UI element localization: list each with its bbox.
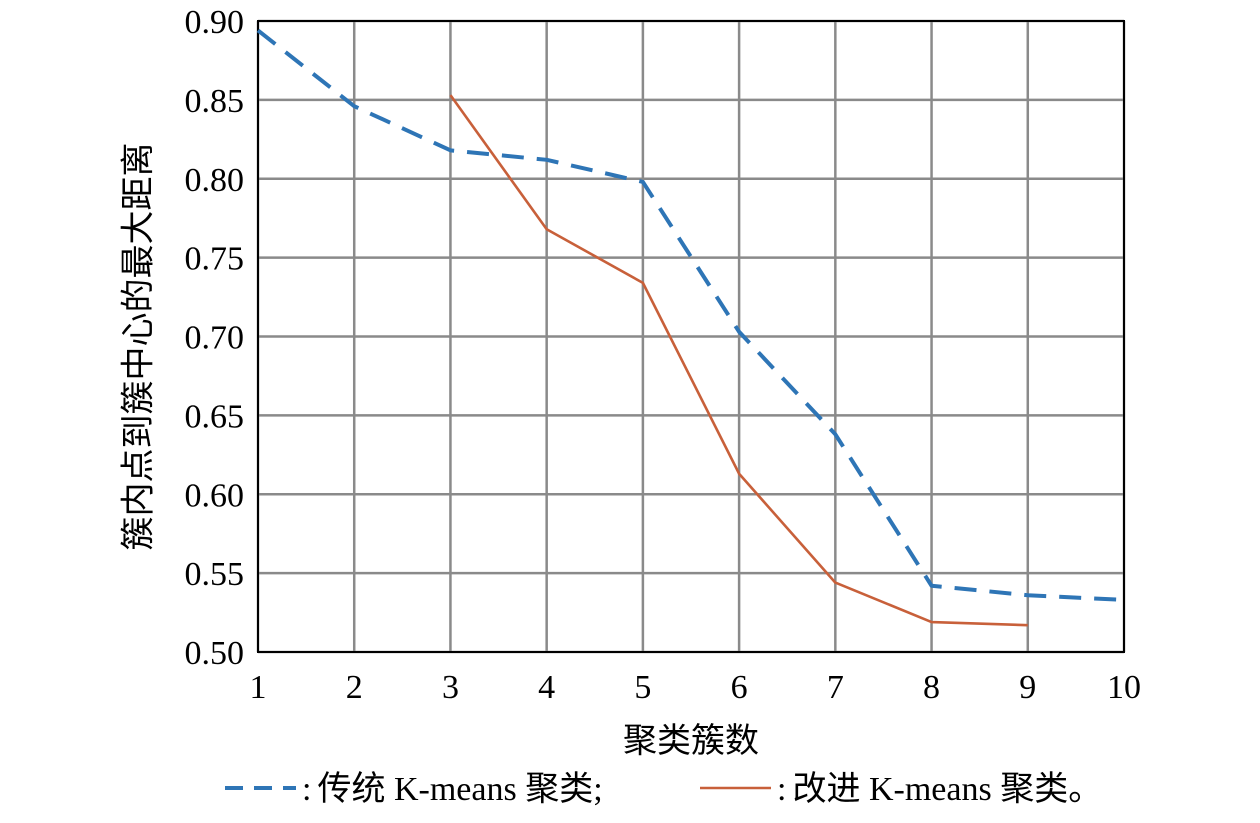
x-tick-label: 7 xyxy=(827,669,844,706)
y-tick-label: 0.85 xyxy=(185,83,245,120)
plot-frame xyxy=(257,20,1125,653)
x-tick-label: 1 xyxy=(250,669,267,706)
legend-series-name: 传统 K-means 聚类; xyxy=(317,770,602,808)
improved-kmeans-line xyxy=(449,94,1028,627)
x-tick-label: 9 xyxy=(1019,669,1036,706)
y-tick-label: 0.90 xyxy=(185,4,245,41)
legend-label: : 传统 K-means 聚类; xyxy=(302,770,603,808)
x-tick-label: 6 xyxy=(731,669,748,706)
legend-series-name: 改进 K-means 聚类。 xyxy=(792,770,1102,808)
y-tick-label: 0.80 xyxy=(185,162,245,199)
x-tick-labels: 1 2 3 4 5 6 7 8 9 10 xyxy=(250,669,1142,706)
x-tick-label: 4 xyxy=(538,669,555,706)
x-tick-label: 2 xyxy=(346,669,363,706)
y-tick-label: 0.50 xyxy=(185,635,245,672)
y-axis-title: 簇内点到簇中心的最大距离 xyxy=(119,143,159,551)
x-tick-label: 8 xyxy=(923,669,940,706)
x-tick-label: 5 xyxy=(634,669,651,706)
y-tick-label: 0.75 xyxy=(185,241,245,278)
y-tick-label: 0.55 xyxy=(185,556,245,593)
y-tick-label: 0.60 xyxy=(185,477,245,514)
y-tick-label: 0.65 xyxy=(185,398,245,435)
legend-separator: : xyxy=(302,771,311,808)
x-tick-label: 3 xyxy=(442,669,459,706)
legend-separator: : xyxy=(777,771,786,808)
grid-lines xyxy=(256,19,1126,654)
y-tick-label: 0.70 xyxy=(185,320,245,357)
legend: : 传统 K-means 聚类;: 改进 K-means 聚类。 xyxy=(225,770,1102,808)
x-axis-title: 聚类簇数 xyxy=(623,721,759,761)
y-tick-labels: 0.50 0.55 0.60 0.65 0.70 0.75 0.80 0.85 0.90 xyxy=(185,4,245,672)
traditional-kmeans-line xyxy=(256,28,1125,602)
x-tick-label: 10 xyxy=(1107,669,1141,706)
series-layer xyxy=(256,28,1125,627)
legend-label: : 改进 K-means 聚类。 xyxy=(777,770,1102,808)
